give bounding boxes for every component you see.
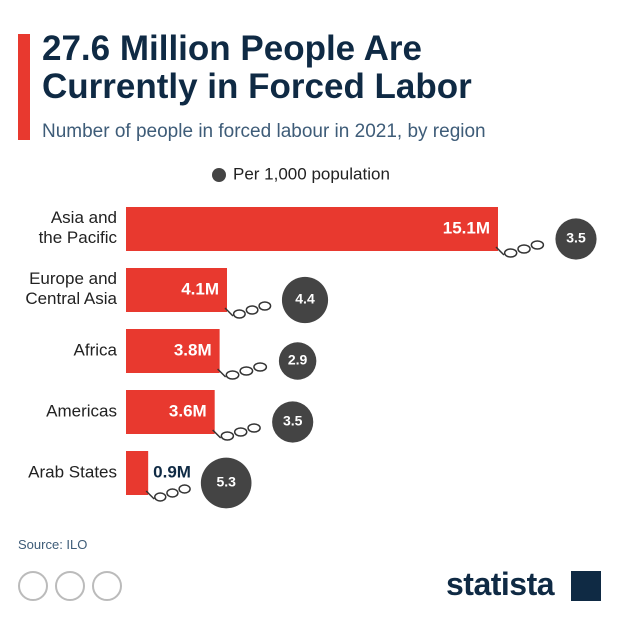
bubble: [278, 342, 317, 380]
value-label: 4.1M: [181, 279, 219, 298]
legend-label: Per 1,000 population: [233, 164, 390, 183]
bubble-label: 2.9: [288, 352, 308, 368]
license-icon: [55, 571, 85, 601]
chain: [495, 246, 505, 256]
brand-icon: [571, 571, 601, 601]
legend-marker: [212, 168, 226, 182]
chain-link: [220, 431, 235, 441]
bubble-label: 5.3: [216, 474, 236, 490]
chain-link: [239, 366, 254, 376]
license-icon: [18, 571, 48, 601]
chain: [217, 368, 227, 378]
chain-link: [253, 362, 268, 372]
bar: [126, 451, 149, 495]
value-label: 15.1M: [443, 218, 490, 237]
chain-link: [503, 248, 518, 258]
chain-link: [178, 484, 191, 494]
chain-link: [258, 301, 272, 311]
bubble: [200, 457, 252, 509]
bar: [126, 268, 228, 312]
chain-link: [247, 423, 261, 433]
bubble-label: 4.4: [295, 291, 315, 307]
chain-link: [225, 370, 240, 380]
bar: [126, 390, 215, 434]
chart-subtitle: Number of people in forced labour in 202…: [42, 121, 486, 142]
source: Source: ILO: [18, 537, 88, 552]
y-tick-label: Africa: [74, 340, 118, 359]
y-tick-label: Asia and the Pacific: [39, 208, 118, 247]
chain-link: [154, 492, 167, 502]
y-tick-label: Europe and Central Asia: [25, 269, 117, 308]
chain-link: [245, 305, 259, 315]
value-label: 3.6M: [169, 401, 207, 420]
chain-link: [233, 427, 248, 437]
bubble: [555, 218, 597, 260]
chain: [224, 307, 234, 317]
chain-link: [517, 244, 531, 254]
chain: [145, 490, 155, 500]
y-tick-label: Arab States: [28, 462, 117, 481]
bar: [126, 329, 220, 373]
y-tick-label: Americas: [46, 401, 117, 420]
chain-link: [530, 240, 545, 250]
bar: [126, 207, 498, 251]
title-accent: [18, 34, 30, 140]
brand-logo: statista: [446, 566, 555, 602]
bubble-label: 3.5: [566, 230, 586, 246]
chain-link: [166, 488, 179, 498]
value-label: 3.8M: [174, 340, 212, 359]
license-icon: [92, 571, 122, 601]
bubble: [281, 276, 329, 324]
chain-link: [232, 309, 246, 319]
chart-title: 27.6 Million People Are Currently in For…: [42, 29, 472, 106]
value-label: 0.9M: [153, 462, 191, 481]
bubble-label: 3.5: [283, 413, 303, 429]
bubble: [272, 401, 314, 443]
chain: [212, 429, 222, 439]
